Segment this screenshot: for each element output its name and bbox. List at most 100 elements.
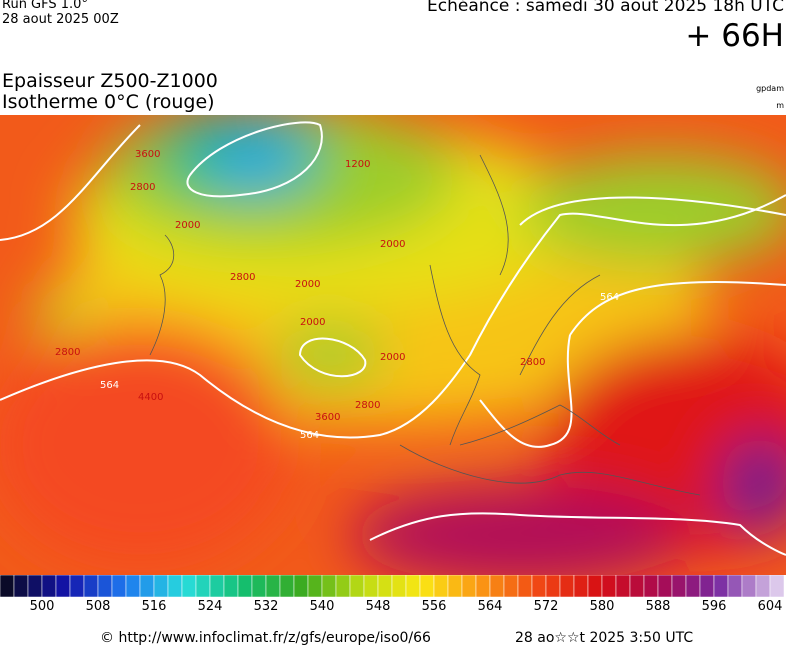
colorbar-label: 500 (29, 599, 55, 614)
colorbar-cell (587, 575, 603, 598)
colorbar-cell (27, 575, 43, 598)
unit-bottom: m (776, 101, 784, 110)
colorbar (0, 575, 785, 598)
colorbar-cell (713, 575, 729, 598)
colorbar-cell (13, 575, 29, 598)
colorbar-cell (461, 575, 477, 598)
colorbar-cell (265, 575, 281, 598)
colorbar-label: 572 (533, 599, 559, 614)
colorbar-cell (405, 575, 421, 598)
colorbar-cell (545, 575, 561, 598)
colorbar-cell (83, 575, 99, 598)
contour-label: 2800 (230, 272, 255, 283)
colorbar-label: 556 (421, 599, 447, 614)
colorbar-cell (97, 575, 113, 598)
contour-label: 2800 (355, 400, 380, 411)
contour-label: 2800 (520, 357, 545, 368)
colorbar-label: 580 (589, 599, 615, 614)
map-title: Epaisseur Z500-Z1000 (2, 70, 218, 92)
colorbar-cell (685, 575, 701, 598)
colorbar-cell (223, 575, 239, 598)
colorbar-cell (489, 575, 505, 598)
contour-label: 2800 (55, 347, 80, 358)
colorbar-cell (335, 575, 351, 598)
colorbar-cell (237, 575, 253, 598)
colorbar-cell (643, 575, 659, 598)
colorbar-label: 532 (253, 599, 279, 614)
colorbar-cell (573, 575, 589, 598)
unit-top: gpdam (756, 84, 784, 93)
colorbar-cell (0, 575, 15, 598)
colorbar-labels: 500 508 516 524 532 540 548 556 564 572 580 588 596 6… (0, 599, 786, 619)
run-label: Run GFS 1.0° (2, 0, 88, 12)
colorbar-cell (111, 575, 127, 598)
colorbar-label: 564 (477, 599, 503, 614)
colorbar-cell (769, 575, 785, 598)
contour-label: 1200 (345, 159, 370, 170)
colorbar-label: 596 (701, 599, 727, 614)
coastlines (149, 154, 701, 496)
colorbar-cell (391, 575, 407, 598)
source-url: © http://www.infoclimat.fr/z/gfs/europe/… (100, 630, 431, 646)
colorbar-cell (41, 575, 57, 598)
colorbar-cell (503, 575, 519, 598)
contour-label: 3600 (135, 149, 160, 160)
colorbar-cell (321, 575, 337, 598)
contour-label: 564 (300, 430, 319, 441)
contour-label: 2000 (175, 220, 200, 231)
contour-label: 2000 (295, 279, 320, 290)
thickness-field: 3600 2800 1200 2000 2000 2800 2000 2000 2800 564 5… (0, 115, 786, 575)
colorbar-cell (755, 575, 771, 598)
colorbar-label: 524 (197, 599, 223, 614)
colorbar-cell (363, 575, 379, 598)
contour-label: 2800 (130, 182, 155, 193)
colorbar-cell (475, 575, 491, 598)
colorbar-label: 540 (309, 599, 335, 614)
colorbar-cell (699, 575, 715, 598)
colorbar-label: 548 (365, 599, 391, 614)
colorbar-label: 508 (85, 599, 111, 614)
colorbar-cell (181, 575, 197, 598)
colorbar-cell (125, 575, 141, 598)
colorbar-label: 604 (757, 599, 783, 614)
colorbar-cell (531, 575, 547, 598)
colorbar-cell (629, 575, 645, 598)
colorbar-cell (657, 575, 673, 598)
isotherm-lines (0, 121, 786, 556)
echeance: Echéance : samedi 30 aout 2025 18h UTC (427, 0, 784, 16)
contour-label: 4400 (138, 392, 163, 403)
colorbar-cell (153, 575, 169, 598)
contour-label: 2000 (380, 239, 405, 250)
colorbar-cell (209, 575, 225, 598)
colorbar-cell (307, 575, 323, 598)
colorbar-cell (139, 575, 155, 598)
map: 3600 2800 1200 2000 2000 2800 2000 2000 2800 564 5… (0, 115, 786, 575)
colorbar-cell (559, 575, 575, 598)
colorbar-cell (517, 575, 533, 598)
colorbar-cell (349, 575, 365, 598)
colorbar-cell (741, 575, 757, 598)
colorbar-cell (251, 575, 267, 598)
colorbar-cell (377, 575, 393, 598)
colorbar-cell (55, 575, 71, 598)
contour-labels: 3600 2800 1200 2000 2000 2800 2000 2000 2800 564 5… (55, 149, 619, 441)
contour-label: 2000 (380, 352, 405, 363)
lead-time: + 66H (685, 18, 784, 54)
contour-label: 564 (100, 380, 119, 391)
colorbar-cell (195, 575, 211, 598)
colorbar-label: 588 (645, 599, 671, 614)
colorbar-cell (671, 575, 687, 598)
colorbar-cell (447, 575, 463, 598)
colorbar-cell (293, 575, 309, 598)
run-date: 28 aout 2025 00Z (2, 12, 119, 27)
contour-label: 2000 (300, 317, 325, 328)
colorbar-cell (419, 575, 435, 598)
colorbar-cell (433, 575, 449, 598)
colorbar-label: 516 (141, 599, 167, 614)
timestamp: 28 ao☆☆t 2025 3:50 UTC (515, 630, 694, 646)
contour-label: 564 (600, 292, 619, 303)
contour-label: 3600 (315, 412, 340, 423)
colorbar-cell (279, 575, 295, 598)
colorbar-cell (601, 575, 617, 598)
